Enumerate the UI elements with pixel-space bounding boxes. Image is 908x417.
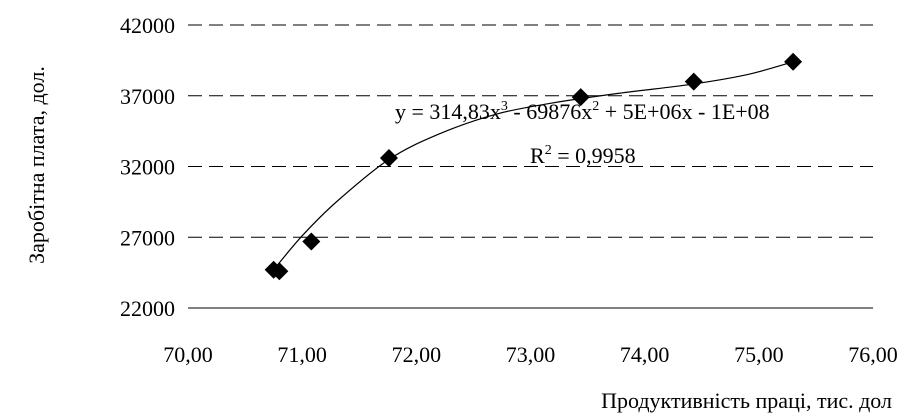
x-tick-label: 75,00 (734, 342, 784, 367)
x-tick-label: 76,00 (848, 342, 898, 367)
trendline-equation: y = 314,83x3 - 69876x2 + 5E+06x - 1E+08 (395, 99, 770, 124)
x-tick-label: 70,00 (163, 342, 213, 367)
y-tick-labels: 22000 27000 32000 37000 42000 (120, 13, 175, 321)
x-axis-title: Продуктивність праці, тис. дол (601, 388, 892, 413)
data-point (302, 232, 321, 251)
y-tick-label: 27000 (120, 225, 175, 250)
y-tick-label: 37000 (120, 84, 175, 109)
data-point (571, 88, 590, 107)
data-point (270, 262, 289, 281)
data-point (684, 72, 703, 91)
y-tick-label: 42000 (120, 13, 175, 38)
data-points (264, 52, 803, 281)
y-axis-title: Заробітна плата, дол. (24, 66, 49, 264)
data-point (784, 52, 803, 71)
x-tick-label: 72,00 (392, 342, 442, 367)
r-squared-label: R2 = 0,9958 (530, 143, 636, 168)
x-tick-label: 74,00 (620, 342, 670, 367)
y-tick-label: 22000 (120, 296, 175, 321)
data-point (379, 149, 398, 168)
x-tick-label: 71,00 (277, 342, 327, 367)
x-tick-labels: 70,00 71,00 72,00 73,00 74,00 75,00 76,00 (163, 342, 898, 367)
trendline (273, 61, 794, 271)
y-tick-label: 32000 (120, 155, 175, 180)
x-tick-label: 73,00 (506, 342, 556, 367)
gridlines (188, 24, 873, 238)
